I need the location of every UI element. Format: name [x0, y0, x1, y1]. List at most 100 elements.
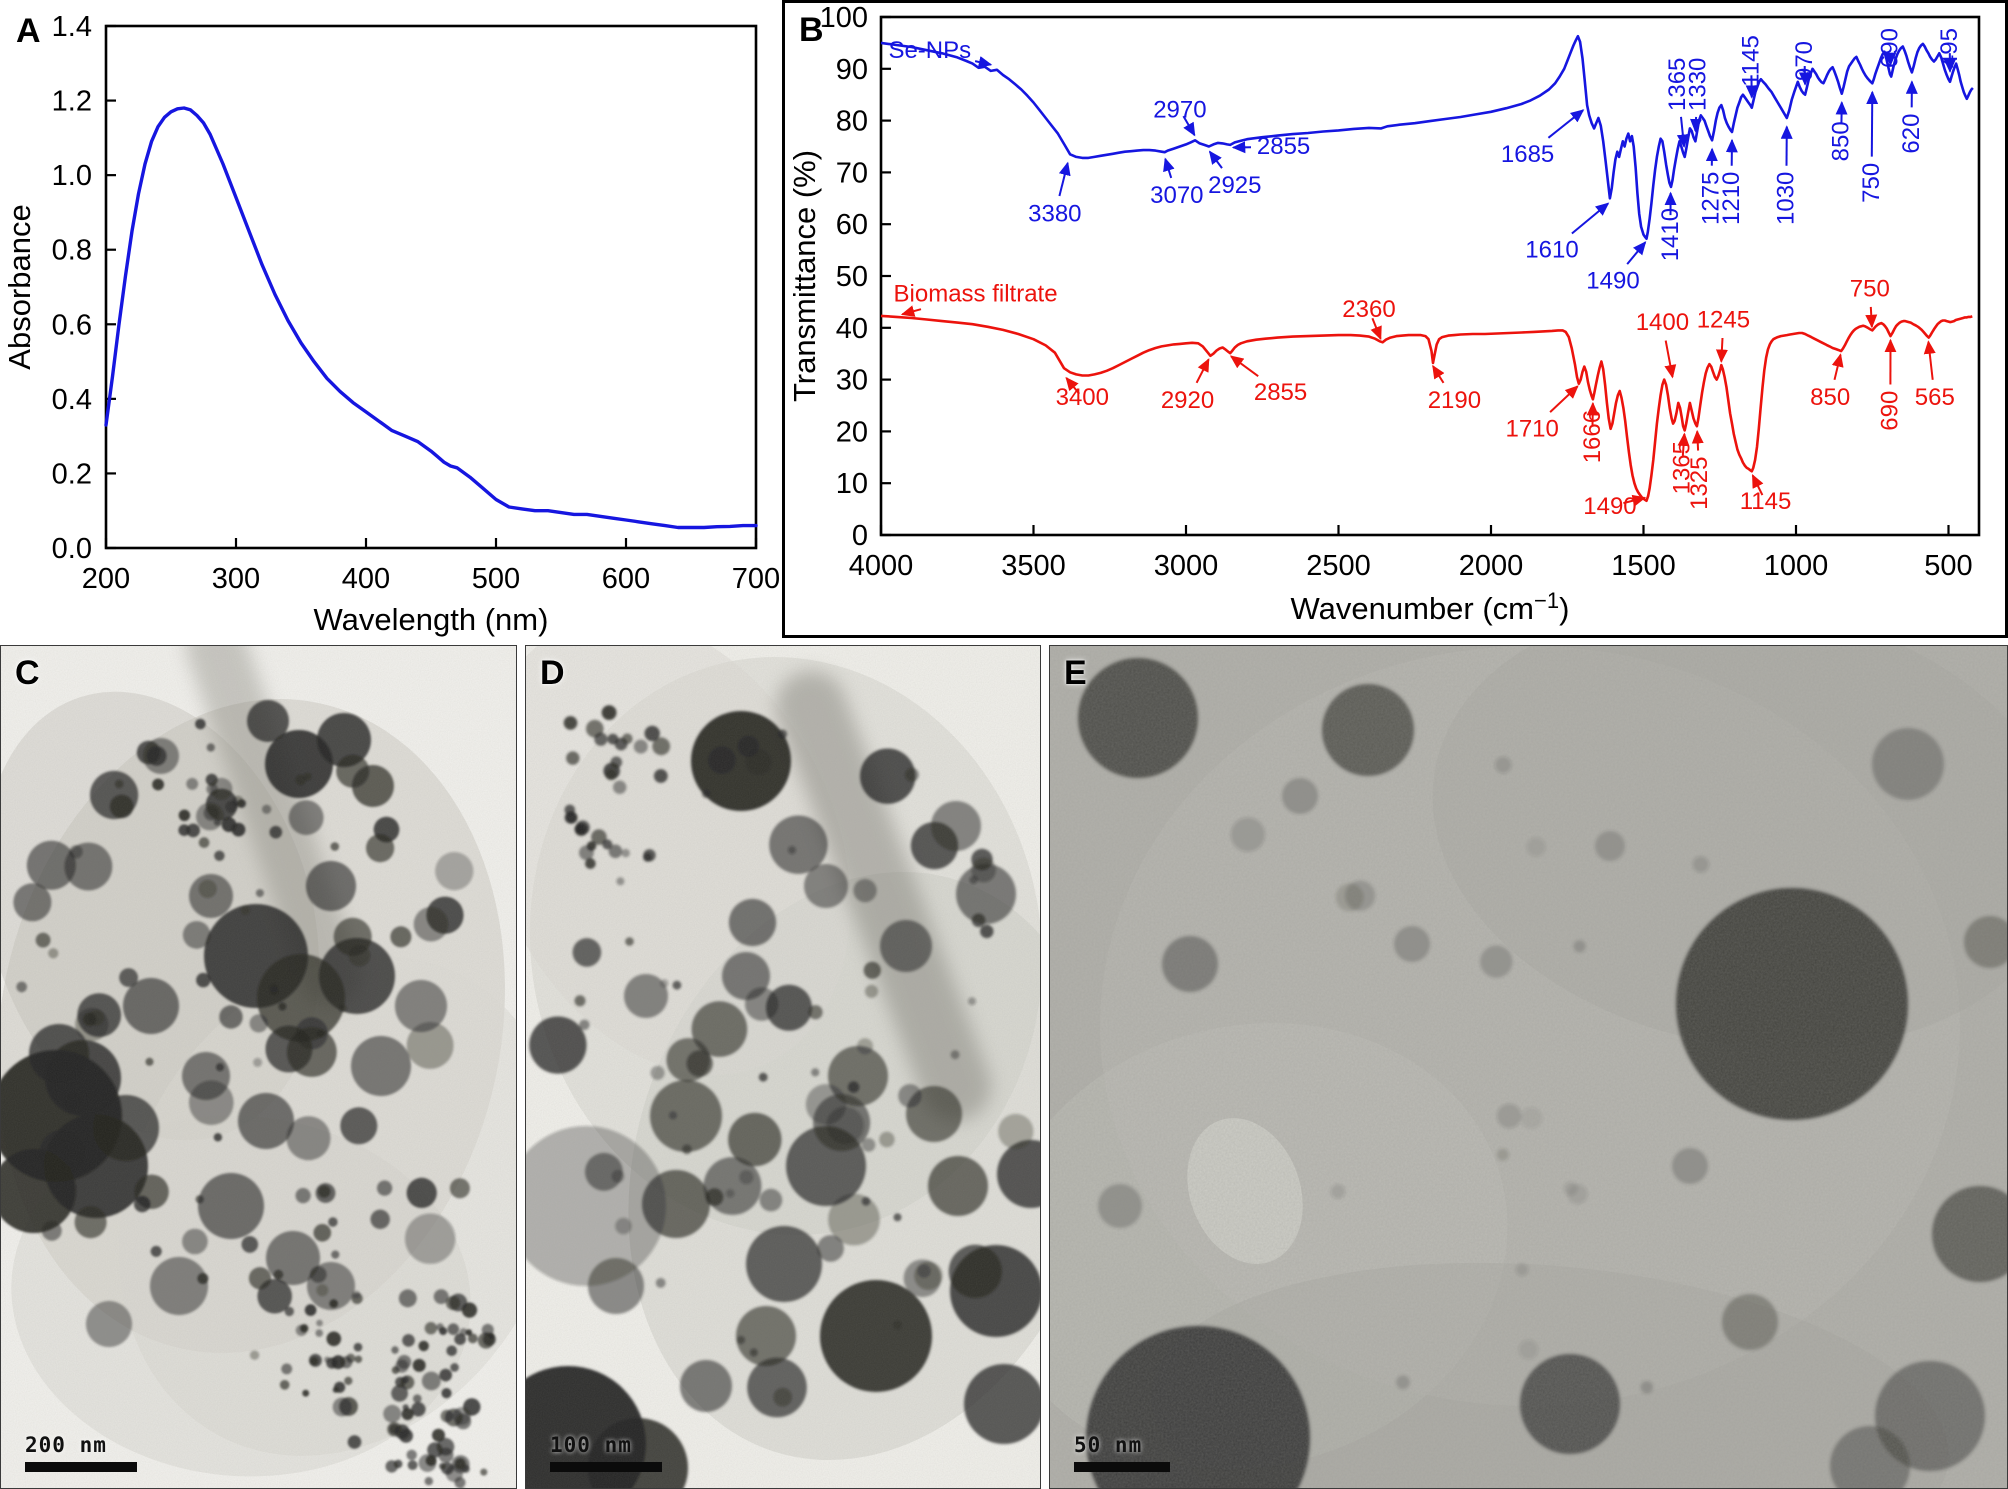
svg-text:600: 600: [602, 563, 650, 595]
svg-text:1000: 1000: [1764, 550, 1829, 582]
svg-text:3070: 3070: [1150, 182, 1203, 209]
svg-text:1365: 1365: [1668, 441, 1695, 494]
svg-text:Transmittance (%): Transmittance (%): [787, 150, 822, 402]
uvvis-curve: [104, 106, 758, 530]
svg-text:3400: 3400: [1056, 384, 1109, 411]
svg-text:1490: 1490: [1586, 268, 1639, 295]
svg-text:750: 750: [1850, 275, 1890, 302]
tem-image-c: [1, 646, 516, 1488]
svg-text:1.4: 1.4: [52, 11, 92, 43]
svg-text:1145: 1145: [1740, 488, 1792, 515]
svg-text:20: 20: [836, 416, 868, 448]
scale-bar-e-line: [1074, 1462, 1170, 1472]
svg-text:850: 850: [1810, 384, 1850, 411]
svg-text:1685: 1685: [1501, 141, 1554, 168]
svg-text:200: 200: [82, 563, 130, 595]
scale-bar-c: 200 nm: [25, 1433, 137, 1472]
panel-a-label: A: [16, 12, 41, 50]
tem-panel-c: C 200 nm: [0, 645, 517, 1489]
svg-text:50: 50: [836, 261, 868, 293]
svg-text:1500: 1500: [1611, 550, 1676, 582]
svg-text:750: 750: [1858, 163, 1885, 203]
svg-text:2855: 2855: [1257, 133, 1310, 160]
svg-text:0.8: 0.8: [52, 235, 92, 267]
scale-bar-d-line: [550, 1462, 662, 1472]
svg-text:565: 565: [1915, 384, 1955, 411]
svg-text:850: 850: [1828, 121, 1855, 161]
svg-text:40: 40: [836, 313, 868, 345]
panel-b-ftir: B 4000 3500 3000 2500 2000 1500 1000 500 0 10 20 30…: [782, 0, 2008, 638]
svg-text:1330: 1330: [1684, 58, 1711, 111]
svg-text:80: 80: [836, 106, 868, 138]
svg-text:1030: 1030: [1773, 172, 1800, 225]
svg-text:Absorbance: Absorbance: [2, 204, 37, 369]
tem-panel-e: E 50 nm: [1049, 645, 2008, 1489]
svg-text:2190: 2190: [1428, 387, 1481, 414]
svg-text:Wavelength (nm): Wavelength (nm): [314, 602, 549, 637]
svg-text:1710: 1710: [1505, 415, 1558, 442]
scale-bar-e-label: 50 nm: [1074, 1433, 1143, 1457]
svg-text:700: 700: [732, 563, 780, 595]
svg-text:1610: 1610: [1525, 237, 1578, 264]
panel-d-label: D: [540, 654, 565, 692]
svg-text:620: 620: [1898, 114, 1925, 154]
svg-text:690: 690: [1877, 391, 1904, 431]
svg-text:1.2: 1.2: [52, 86, 92, 118]
svg-text:0: 0: [852, 520, 868, 552]
svg-text:0.2: 0.2: [52, 458, 92, 490]
svg-text:3500: 3500: [1001, 550, 1066, 582]
scale-bar-c-label: 200 nm: [25, 1433, 107, 1457]
svg-text:1245: 1245: [1697, 307, 1750, 334]
svg-text:0.0: 0.0: [52, 533, 92, 565]
panel-e-label: E: [1064, 654, 1087, 692]
panel-b-label: B: [799, 11, 824, 49]
svg-text:60: 60: [836, 209, 868, 241]
svg-text:2970: 2970: [1153, 97, 1206, 124]
svg-text:2925: 2925: [1208, 172, 1261, 199]
scale-bar-d-label: 100 nm: [550, 1433, 632, 1457]
ftir-chart: 4000 3500 3000 2500 2000 1500 1000 500 0 10 20 30 40…: [787, 3, 1981, 626]
svg-text:500: 500: [1924, 550, 1972, 582]
svg-text:2000: 2000: [1459, 550, 1524, 582]
svg-text:300: 300: [212, 563, 260, 595]
svg-text:Biomass filtrate: Biomass filtrate: [894, 281, 1058, 308]
svg-text:1210: 1210: [1718, 172, 1745, 225]
svg-text:1325: 1325: [1686, 457, 1713, 510]
svg-text:4000: 4000: [849, 550, 914, 582]
svg-text:100: 100: [820, 3, 868, 34]
svg-text:10: 10: [836, 468, 868, 500]
scale-bar-d: 100 nm: [550, 1433, 662, 1472]
svg-text:3380: 3380: [1028, 200, 1081, 227]
ftir-curve-1: [880, 314, 1973, 503]
svg-text:1275: 1275: [1698, 172, 1725, 225]
panel-a-uvvis: A 200 300 400 500 600 700 0.0 0.2 0.4 0.6 0.8 1.0 1.…: [0, 0, 780, 640]
tem-panel-d: D 100 nm: [525, 645, 1041, 1489]
svg-text:500: 500: [472, 563, 520, 595]
svg-text:1400: 1400: [1636, 309, 1689, 336]
svg-text:Wavenumber (cm−1): Wavenumber (cm−1): [1291, 588, 1570, 626]
svg-text:30: 30: [836, 365, 868, 397]
svg-text:2920: 2920: [1161, 387, 1214, 414]
svg-text:1.0: 1.0: [52, 160, 92, 192]
svg-text:Se-NPs: Se-NPs: [888, 37, 971, 64]
svg-text:1490: 1490: [1583, 493, 1636, 520]
svg-text:1410: 1410: [1657, 208, 1684, 261]
plot-frame: [104, 24, 758, 550]
svg-text:2855: 2855: [1254, 379, 1307, 406]
tem-image-d: [526, 646, 1040, 1488]
panel-c-label: C: [15, 654, 40, 692]
svg-text:1365: 1365: [1664, 58, 1691, 111]
plot-frame: [879, 15, 1981, 537]
svg-text:70: 70: [836, 157, 868, 189]
svg-text:3000: 3000: [1154, 550, 1219, 582]
svg-text:2360: 2360: [1342, 296, 1395, 323]
tem-image-e: [1050, 646, 2007, 1488]
svg-text:2500: 2500: [1306, 550, 1371, 582]
uvvis-chart: 200 300 400 500 600 700 0.0 0.2 0.4 0.6 0.8 1.0 1.2 1…: [2, 11, 780, 637]
scale-bar-c-line: [25, 1462, 137, 1472]
svg-text:90: 90: [836, 54, 868, 86]
svg-text:400: 400: [342, 563, 390, 595]
svg-text:0.6: 0.6: [52, 309, 92, 341]
scale-bar-e: 50 nm: [1074, 1433, 1170, 1472]
